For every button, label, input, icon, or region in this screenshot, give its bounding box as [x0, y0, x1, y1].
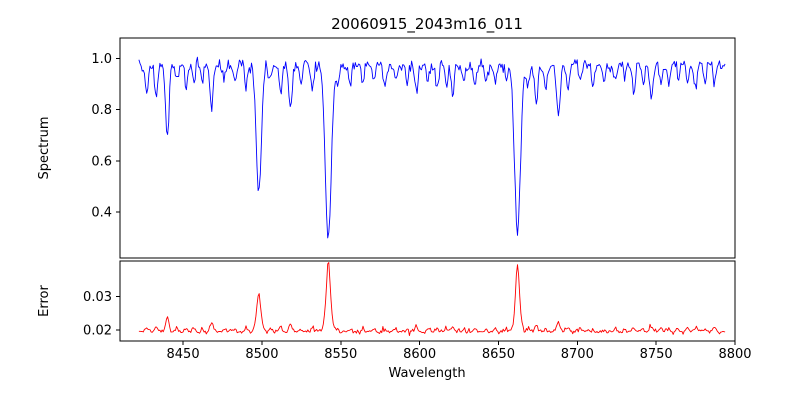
y-tick-label-error: 0.03 — [83, 290, 112, 305]
y-axis-label-error: Error — [37, 285, 52, 317]
x-tick-label: 8450 — [167, 347, 200, 362]
x-tick-label: 8750 — [640, 347, 673, 362]
x-axis-label: Wavelength — [388, 366, 465, 381]
chart-title: 20060915_2043m16_011 — [331, 15, 523, 34]
spectrum-line — [138, 56, 726, 239]
plot-area: 8450 8500 8550 8600 8650 8700 8750 8800 0.4 0.6 0.… — [83, 37, 752, 362]
panel-frame-spectrum — [119, 37, 736, 259]
x-tick-label: 8700 — [561, 347, 594, 362]
y-axis-label-spectrum: Spectrum — [37, 117, 52, 180]
x-tick-label: 8600 — [403, 347, 436, 362]
y-tick-label-spectrum: 0.4 — [91, 205, 112, 220]
x-tick-label: 8550 — [324, 347, 357, 362]
x-tick-label: 8650 — [482, 347, 515, 362]
y-tick-label-error: 0.02 — [83, 323, 112, 338]
x-tick-label: 8800 — [718, 347, 751, 362]
y-tick-label-spectrum: 0.6 — [91, 154, 112, 169]
y-tick-label-spectrum: 1.0 — [91, 52, 112, 67]
panel-frame-error — [119, 260, 736, 342]
y-tick-label-spectrum: 0.8 — [91, 103, 112, 118]
x-tick-label: 8500 — [245, 347, 278, 362]
error-line — [138, 262, 726, 337]
